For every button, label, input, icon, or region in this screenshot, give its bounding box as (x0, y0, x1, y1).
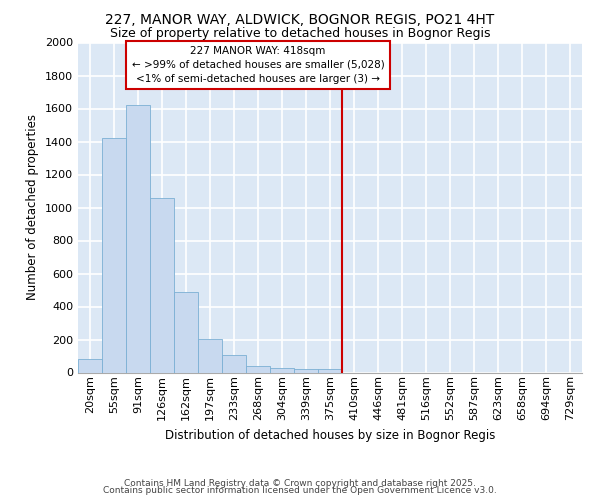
Bar (174, 292, 198, 372)
Bar (78, 360, 102, 372)
Bar (222, 355, 246, 372)
Bar (150, 198, 174, 372)
Text: Contains public sector information licensed under the Open Government Licence v3: Contains public sector information licen… (103, 486, 497, 495)
Y-axis label: Number of detached properties: Number of detached properties (26, 114, 40, 300)
Text: 227, MANOR WAY, ALDWICK, BOGNOR REGIS, PO21 4HT: 227, MANOR WAY, ALDWICK, BOGNOR REGIS, P… (106, 12, 494, 26)
X-axis label: Distribution of detached houses by size in Bognor Regis: Distribution of detached houses by size … (165, 428, 495, 442)
Bar (270, 368, 294, 372)
Bar (246, 366, 270, 372)
Bar (102, 138, 126, 372)
Bar (198, 338, 222, 372)
Text: Contains HM Land Registry data © Crown copyright and database right 2025.: Contains HM Land Registry data © Crown c… (124, 478, 476, 488)
Text: Size of property relative to detached houses in Bognor Regis: Size of property relative to detached ho… (110, 28, 490, 40)
Bar (318, 369, 342, 372)
Bar (126, 105, 150, 372)
Bar (294, 369, 318, 372)
Text: 227 MANOR WAY: 418sqm
← >99% of detached houses are smaller (5,028)
<1% of semi-: 227 MANOR WAY: 418sqm ← >99% of detached… (131, 46, 385, 84)
